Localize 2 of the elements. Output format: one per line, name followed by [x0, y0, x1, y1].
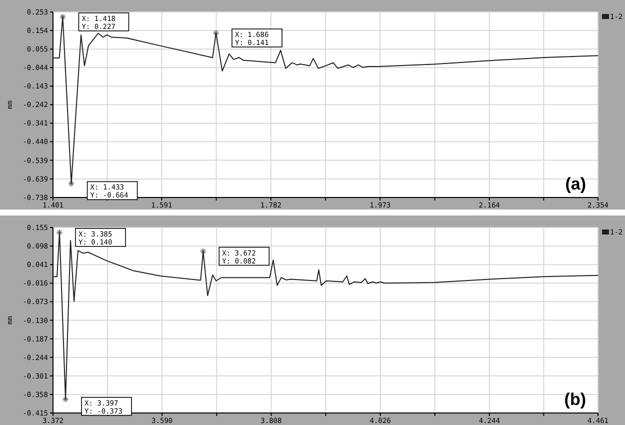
annotation: (b) [564, 390, 586, 409]
annotation: (a) [565, 174, 586, 194]
